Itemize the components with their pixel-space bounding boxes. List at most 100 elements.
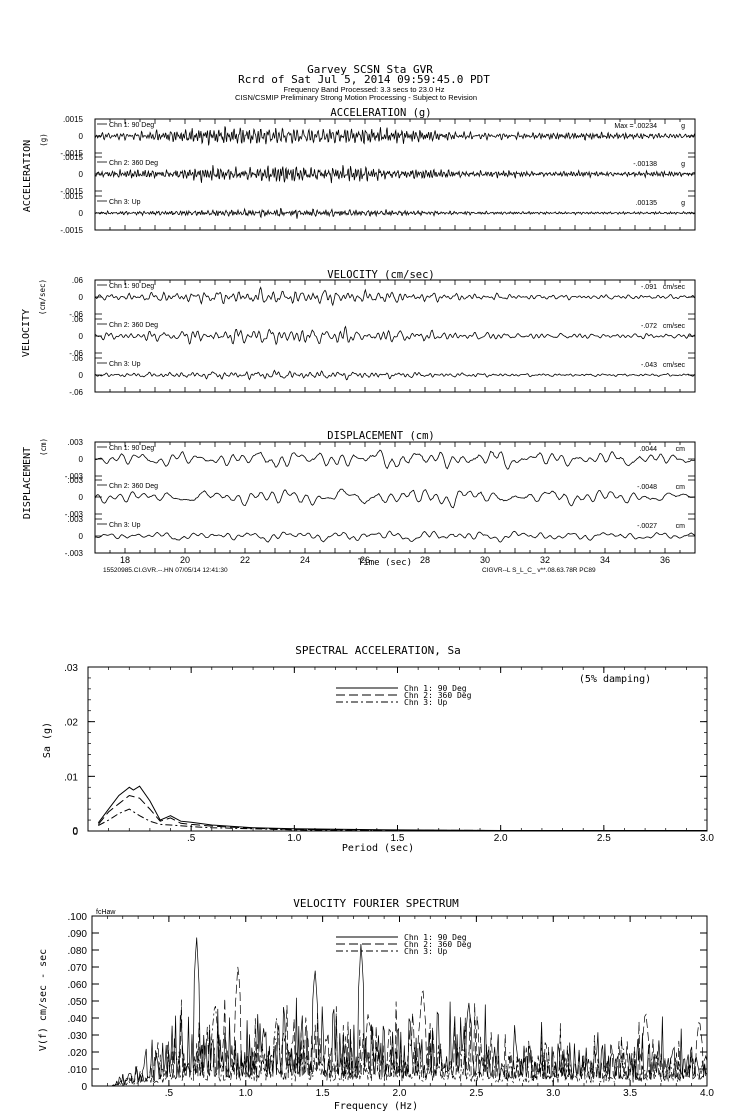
y-tick-label: .06 xyxy=(72,276,84,285)
x-axis-label: Period (sec) xyxy=(342,843,414,854)
channel-trace: .06 0 -.06 Chn 3: Up -.043 cm/sec xyxy=(69,354,696,397)
channel-trace: .0015 0 -.0015 Chn 1: 90 Deg Max = .00234 g xyxy=(60,115,696,158)
time-history-panel: ACCELERATION (g) ACCELERATION (g) .0015 0 -.0… xyxy=(22,107,696,235)
y-tick-label: 0 xyxy=(79,532,84,541)
x-tick-label: 1.0 xyxy=(287,833,301,844)
spectral-acceleration-chart: SPECTRAL ACCELERATION, Sa (5% damping) 0 .0… xyxy=(42,644,714,854)
y-tick-label: -.06 xyxy=(69,310,83,319)
peak-value: Max = .00234 xyxy=(614,123,657,130)
spectrum-curve xyxy=(98,937,708,1087)
y-tick-label: .003 xyxy=(67,515,83,524)
legend-label: Chn 3: Up xyxy=(404,698,448,707)
y-tick-label: 0 xyxy=(79,455,84,464)
x-tick-label: 3.0 xyxy=(700,833,714,844)
time-history-panel: VELOCITY (cm/sec) VELOCITY (cm/sec) .06 0 -.0… xyxy=(21,269,696,397)
y-tick-label: 0 xyxy=(79,209,84,218)
y-tick-label: -.003 xyxy=(65,472,84,481)
channel-label: Chn 2: 360 Deg xyxy=(109,322,158,329)
channel-label: Chn 2: 360 Deg xyxy=(109,160,158,167)
peak-value: -.072 xyxy=(641,323,657,330)
y-axis-label: Sa (g) xyxy=(42,722,53,758)
y-tick-label: .080 xyxy=(68,946,88,957)
plot-frame xyxy=(87,666,708,832)
y-axis-label: ACCELERATION xyxy=(22,140,33,212)
y-tick-label: .06 xyxy=(72,354,84,363)
channel-label: Chn 1: 90 Deg xyxy=(109,283,154,290)
legend-label: Chn 1: 90 Deg xyxy=(404,933,467,942)
x-tick-label: 2.5 xyxy=(597,833,611,844)
unit-label: g xyxy=(681,200,685,207)
chart-title: VELOCITY FOURIER SPECTRUM xyxy=(293,897,459,910)
channel-label: Chn 2: 360 Deg xyxy=(109,483,158,490)
peak-value: -.091 xyxy=(641,284,657,291)
processing-id: CIGVR--L S_L_C_ v**.08.63.78R PC89 xyxy=(482,567,596,574)
legend-label: Chn 2: 360 Deg xyxy=(404,691,472,700)
y-tick-label: -.06 xyxy=(69,349,83,358)
x-tick-label: 20 xyxy=(180,555,190,565)
y-tick-label: .100 xyxy=(68,912,88,923)
x-tick-label: 4.0 xyxy=(700,1088,714,1099)
y-tick-label: .060 xyxy=(68,980,88,991)
legend-label: Chn 1: 90 Deg xyxy=(404,684,467,693)
legend-label: Chn 3: Up xyxy=(404,947,448,956)
waveform xyxy=(94,126,696,146)
header-record: Rcrd of Sat Jul 5, 2014 09:59:45.0 PDT xyxy=(238,73,490,86)
record-id: 15520985.CI.GVR.--.HN 07/05/14 12:41:30 xyxy=(103,567,228,574)
waveform xyxy=(94,449,696,470)
y-tick-label: .03 xyxy=(64,663,78,674)
waveform xyxy=(94,165,696,184)
x-tick-label: 24 xyxy=(300,555,310,565)
panel-title: VELOCITY (cm/sec) xyxy=(327,269,434,281)
x-tick-label: 28 xyxy=(420,555,430,565)
y-axis-unit: (g) xyxy=(39,133,48,147)
channel-label: Chn 1: 90 Deg xyxy=(109,122,154,129)
panel-title: ACCELERATION (g) xyxy=(330,107,431,119)
peak-value: -.043 xyxy=(641,362,657,369)
channel-trace: .003 0 -.003 Chn 1: 90 Deg .0044 cm xyxy=(65,438,696,481)
unit-label: cm/sec xyxy=(663,362,686,369)
x-tick-label: 26 xyxy=(360,555,370,565)
y-tick-label: 0 xyxy=(79,332,84,341)
y-axis-unit: (cm) xyxy=(39,438,48,456)
y-tick-label: .040 xyxy=(68,1014,88,1025)
y-tick-label: .003 xyxy=(67,438,83,447)
channel-trace: .003 0 -.003 Chn 3: Up -.0027 cm xyxy=(65,515,696,558)
y-tick-label: .0015 xyxy=(63,192,84,201)
sa-curve xyxy=(98,808,707,831)
x-tick-label: 22 xyxy=(240,555,250,565)
plot-frame xyxy=(94,441,696,554)
unit-label: cm xyxy=(676,484,686,491)
y-tick-label: .070 xyxy=(68,963,88,974)
channel-trace: .06 0 -.06 Chn 2: 360 Deg -.072 cm/sec xyxy=(69,315,696,358)
x-tick-label: .5 xyxy=(165,1088,174,1099)
x-tick-label: 2.5 xyxy=(469,1088,483,1099)
header-disclaimer: CISN/CSMIP Preliminary Strong Motion Pro… xyxy=(235,93,477,102)
y-tick-label: .0015 xyxy=(63,115,84,124)
chart-title: SPECTRAL ACCELERATION, Sa xyxy=(295,644,461,657)
x-tick-label: 3.5 xyxy=(623,1088,637,1099)
x-tick-label: 36 xyxy=(660,555,670,565)
header-station: Garvey SCSN Sta GVR xyxy=(307,63,433,76)
peak-value: .00135 xyxy=(636,200,658,207)
unit-label: cm/sec xyxy=(663,284,686,291)
y-tick-label: .090 xyxy=(68,929,88,940)
y-tick-label: .030 xyxy=(68,1031,88,1042)
x-axis-label: Frequency (Hz) xyxy=(334,1101,418,1112)
y-tick-label: -.0015 xyxy=(60,187,83,196)
y-axis-label: DISPLACEMENT xyxy=(22,447,33,519)
waveform xyxy=(94,530,696,543)
y-tick-label: -.003 xyxy=(65,549,84,558)
peak-value: -.00138 xyxy=(633,161,657,168)
waveform xyxy=(94,369,696,381)
unit-label: cm/sec xyxy=(663,323,686,330)
legend-label: Chn 2: 360 Deg xyxy=(404,940,472,949)
x-tick-label: 1.5 xyxy=(316,1088,330,1099)
unit-label: cm xyxy=(676,446,686,453)
y-tick-label: .0015 xyxy=(63,153,84,162)
channel-trace: .0015 0 -.0015 Chn 3: Up .00135 g xyxy=(60,192,696,235)
x-tick-label: 2.0 xyxy=(393,1088,407,1099)
y-tick-label: 0 xyxy=(72,826,78,837)
channel-trace: .003 0 -.003 Chn 2: 360 Deg -.0048 cm xyxy=(65,476,695,519)
unit-label: g xyxy=(681,123,685,130)
peak-value: .0044 xyxy=(639,446,657,453)
